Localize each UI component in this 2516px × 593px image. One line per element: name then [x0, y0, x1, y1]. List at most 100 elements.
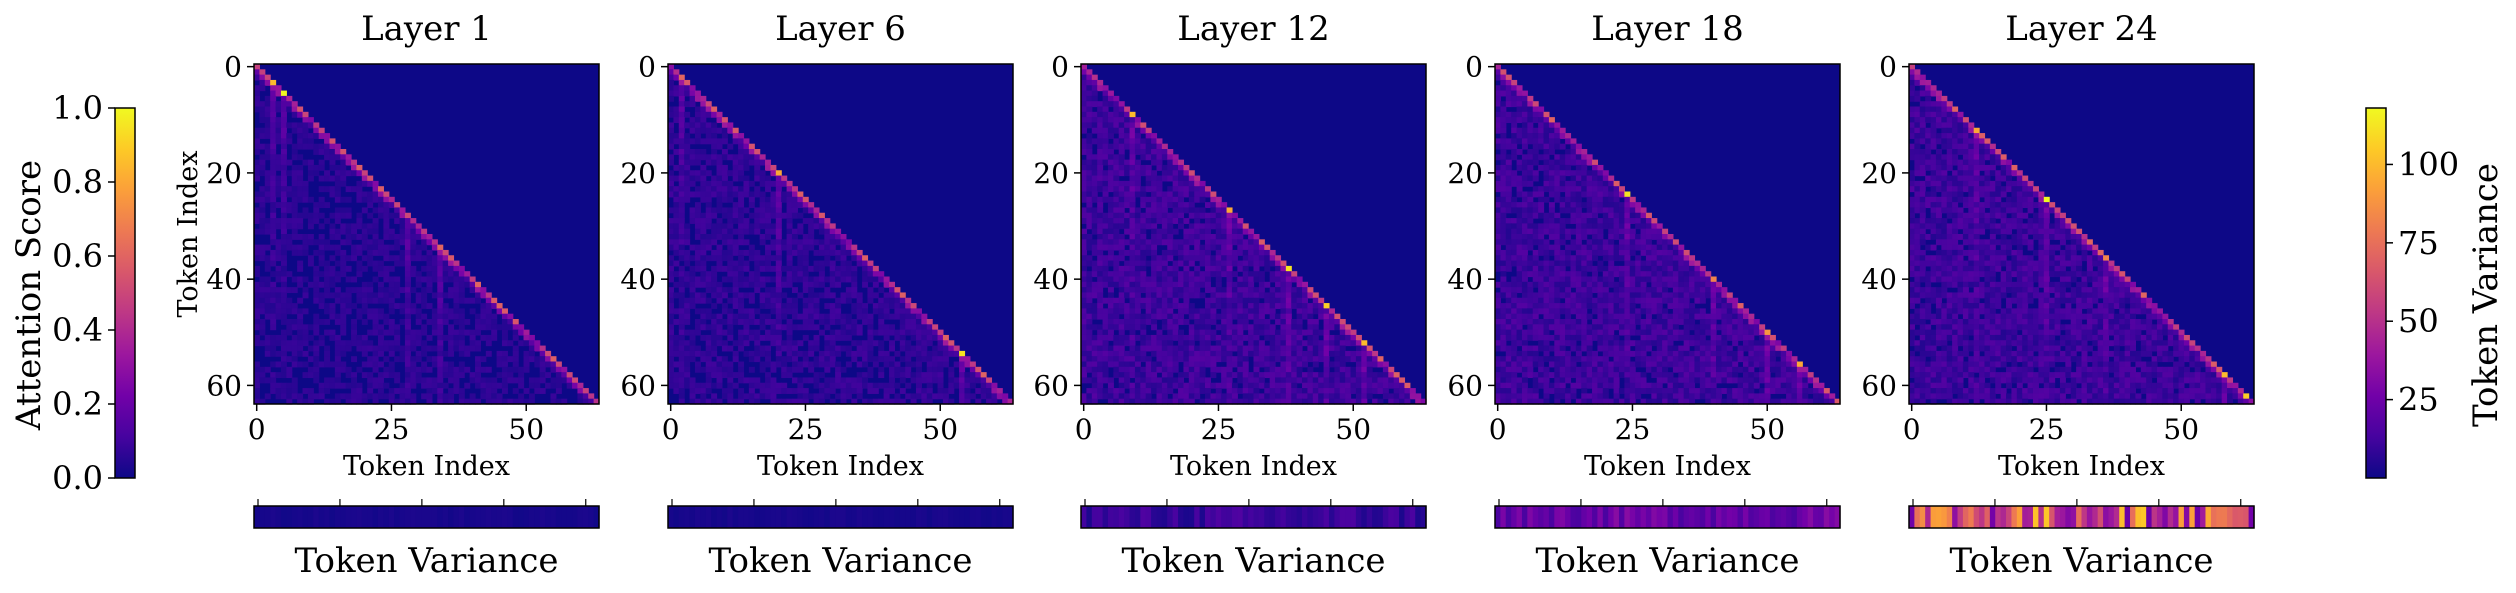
heatmap-cell: [1199, 319, 1206, 325]
colorbar-tick-label: 0.2: [52, 385, 103, 423]
heatmap-cell: [915, 356, 922, 363]
heatmap-cell: [259, 255, 266, 262]
heatmap-cell: [448, 334, 455, 341]
heatmap-cell: [1183, 297, 1190, 304]
heatmap-cell: [1199, 228, 1206, 235]
heatmap-cell: [280, 260, 287, 267]
heatmap-cell: [1091, 159, 1098, 166]
heatmap-cell: [1091, 334, 1098, 341]
heatmap-cell: [727, 218, 734, 224]
heatmap-cell: [1124, 292, 1131, 299]
heatmap-cell: [280, 356, 287, 363]
heatmap-cell: [496, 398, 503, 405]
heatmap-cell: [797, 340, 804, 347]
heatmap-cell: [738, 154, 745, 161]
heatmap-cell: [1124, 138, 1131, 145]
heatmap-cell: [448, 292, 455, 299]
heatmap-cell: [705, 159, 712, 166]
heatmap-cell: [1081, 127, 1087, 134]
heatmap-cell: [334, 382, 341, 389]
heatmap-cell: [1113, 202, 1120, 209]
heatmap-cell: [716, 398, 723, 405]
heatmap-cell: [705, 345, 712, 352]
heatmap-cell: [1280, 260, 1287, 267]
heatmap-cell: [862, 340, 869, 347]
heatmap-cell: [388, 297, 395, 304]
heatmap-cell: [334, 361, 341, 368]
heatmap-cell: [797, 350, 804, 357]
heatmap-cell: [915, 345, 922, 352]
heatmap-cell: [1199, 255, 1206, 262]
heatmap-cell: [1264, 382, 1271, 389]
heatmap-cell: [577, 398, 584, 405]
variance-cell: [340, 506, 347, 528]
heatmap-cell: [1204, 319, 1211, 325]
heatmap-cell: [280, 313, 287, 320]
heatmap-cell: [1199, 334, 1206, 341]
heatmap-cell: [1253, 260, 1260, 267]
heatmap-cell: [829, 382, 836, 389]
heatmap-cell: [496, 350, 503, 357]
heatmap-cell: [1307, 340, 1314, 347]
heatmap-cell: [1285, 265, 1292, 272]
variance-cell: [845, 506, 852, 528]
heatmap-cell: [684, 164, 691, 171]
heatmap-cell: [1118, 234, 1125, 240]
variance-cell: [485, 506, 492, 528]
heatmap-cell: [705, 334, 712, 341]
heatmap-cell: [291, 202, 298, 209]
heatmap-cell: [1134, 249, 1141, 256]
heatmap-cell: [797, 313, 804, 320]
heatmap-cell: [1183, 303, 1190, 309]
heatmap-cell: [1280, 313, 1287, 320]
heatmap-cell: [1156, 239, 1163, 246]
heatmap-cell: [1318, 393, 1325, 400]
heatmap-cell: [899, 372, 906, 379]
heatmap-cell: [1188, 228, 1195, 235]
heatmap-cell: [1129, 334, 1136, 341]
heatmap-cell: [1124, 265, 1131, 272]
heatmap-cell: [561, 377, 568, 384]
heatmap-cell: [727, 143, 734, 150]
heatmap-cell: [404, 393, 411, 400]
heatmap-cell: [1113, 101, 1120, 108]
heatmap-cell: [448, 372, 455, 379]
heatmap-cell: [275, 388, 282, 394]
heatmap-cell: [426, 377, 433, 384]
heatmap-cell: [291, 244, 298, 251]
heatmap-cell: [1124, 111, 1131, 118]
heatmap-cell: [1312, 303, 1319, 309]
heatmap-cell: [1129, 329, 1136, 336]
heatmap-cell: [1204, 218, 1211, 224]
variance-cell: [512, 506, 519, 528]
heatmap-cell: [1129, 292, 1136, 299]
heatmap-cell: [1253, 239, 1260, 246]
heatmap-cell: [851, 281, 858, 288]
heatmap-cell: [1361, 350, 1368, 357]
heatmap-cell: [410, 249, 417, 256]
heatmap-cell: [1291, 388, 1298, 394]
heatmap-cell: [275, 175, 282, 182]
heatmap-cell: [862, 398, 869, 405]
heatmap-cell: [1102, 276, 1109, 283]
heatmap-cell: [727, 345, 734, 352]
heatmap-cell: [458, 324, 465, 331]
heatmap-cell: [1210, 292, 1217, 299]
heatmap-cell: [738, 143, 745, 150]
heatmap-cell: [259, 191, 266, 198]
heatmap-cell: [1258, 377, 1265, 384]
heatmap-cell: [437, 255, 444, 262]
heatmap-cell: [561, 398, 568, 405]
heatmap-cell: [700, 276, 707, 283]
heatmap-cell: [721, 372, 728, 379]
heatmap-cell: [377, 212, 384, 219]
heatmap-cell: [458, 350, 465, 357]
heatmap-cell: [937, 356, 944, 363]
heatmap-cell: [1328, 313, 1335, 320]
heatmap-cell: [1102, 218, 1109, 224]
heatmap-cell: [689, 117, 696, 124]
heatmap-cell: [437, 297, 444, 304]
heatmap-cell: [727, 228, 734, 235]
heatmap-cell: [1124, 356, 1131, 363]
heatmap-cell: [1081, 79, 1087, 86]
